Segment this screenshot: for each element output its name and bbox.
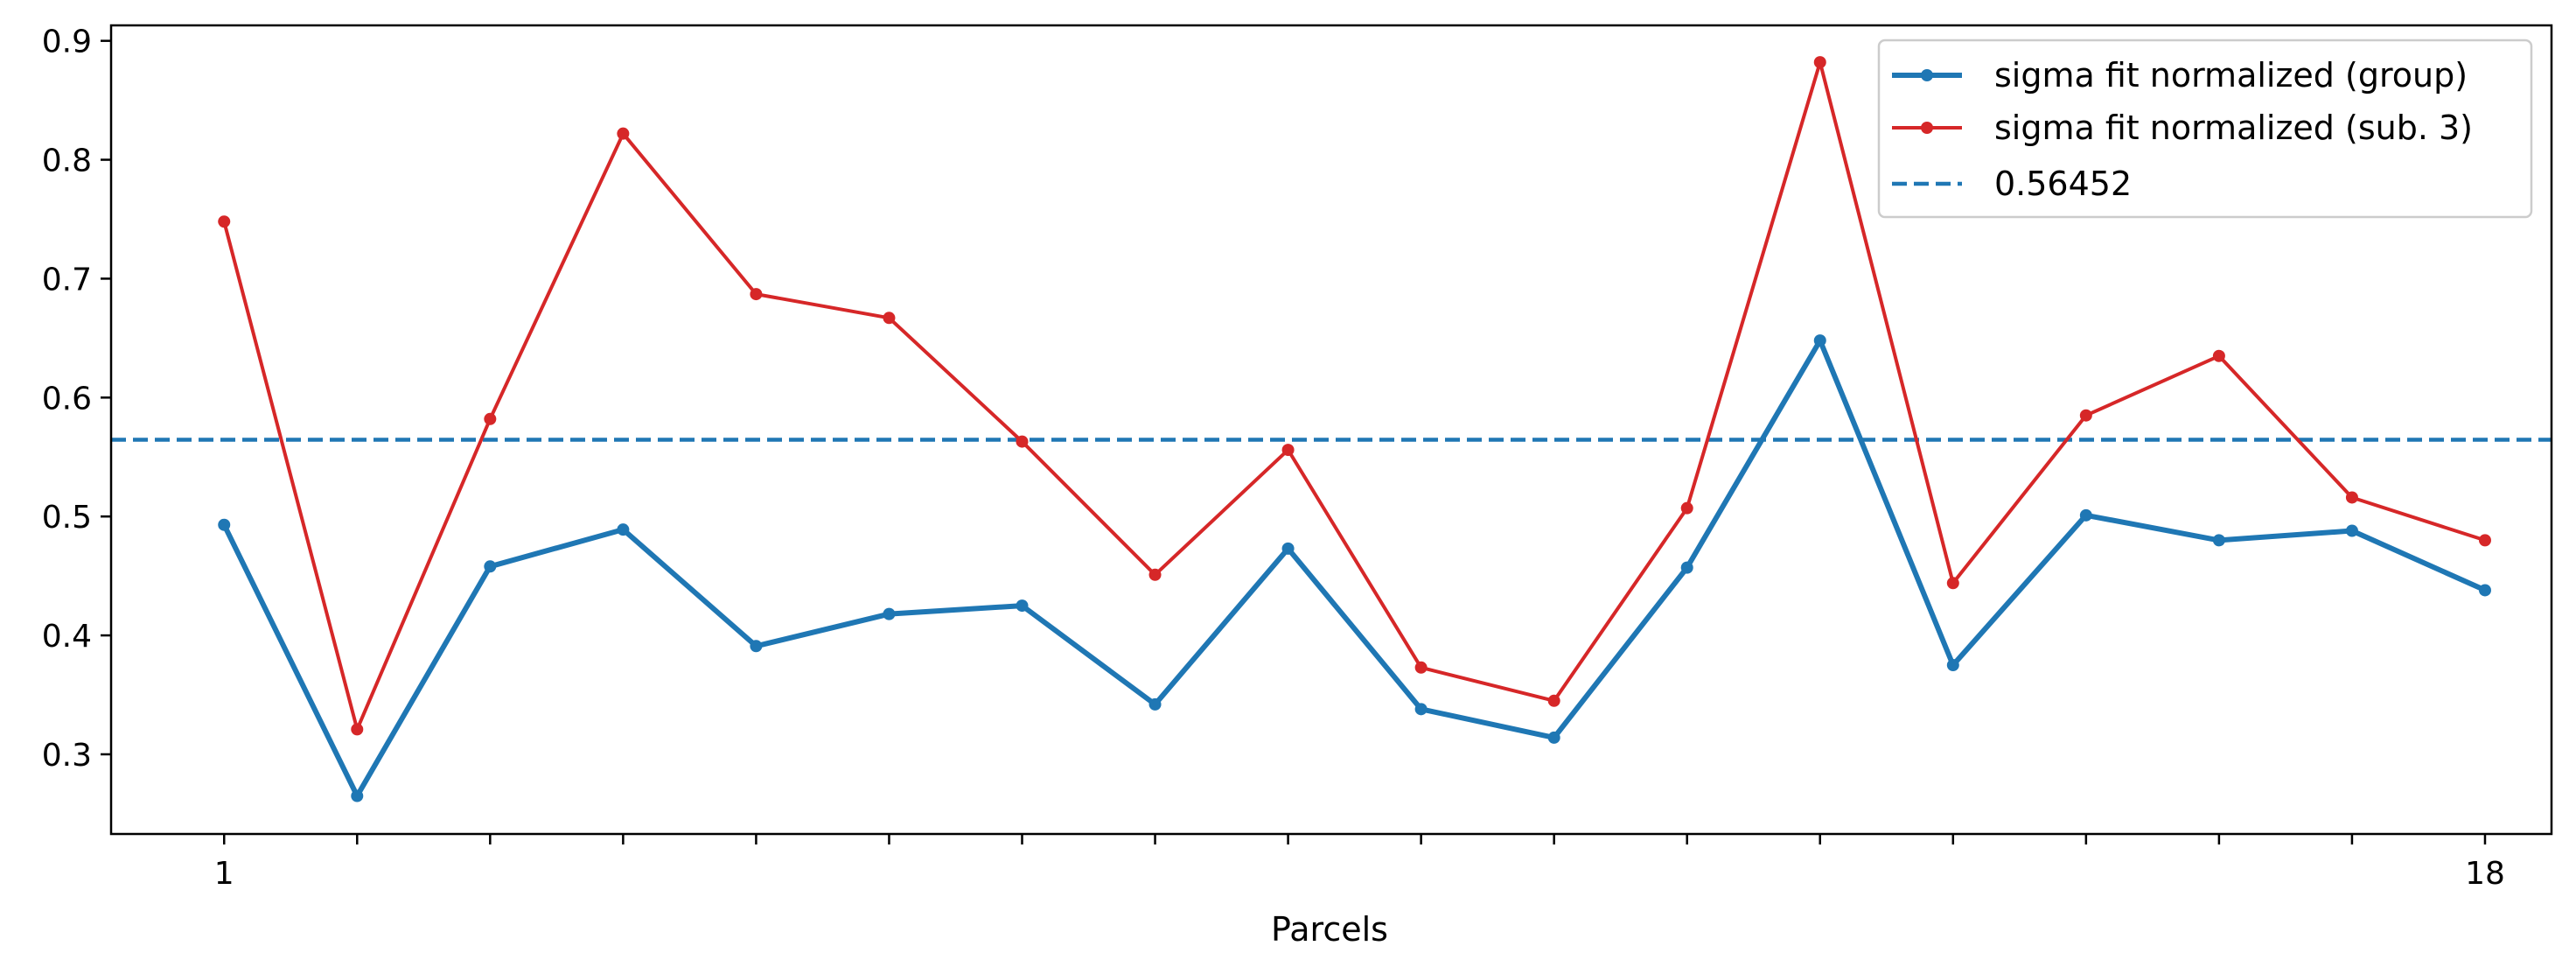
- y-tick-label: 0.7: [42, 262, 92, 298]
- series-1-point: [351, 789, 364, 802]
- series-2-point: [1148, 568, 1162, 581]
- series-1-point: [1680, 561, 1693, 574]
- series-1-point: [1813, 334, 1826, 347]
- series-2-point: [2478, 534, 2491, 547]
- series-2-point: [617, 127, 630, 140]
- x-axis: 1 18: [214, 834, 2505, 892]
- legend-marker: [1921, 122, 1933, 134]
- series-2-point: [2079, 409, 2092, 422]
- series-1-point: [1016, 599, 1029, 613]
- series-2-point: [883, 312, 896, 325]
- series-2-point: [218, 215, 231, 228]
- series-2-point: [1281, 444, 1295, 457]
- y-tick-label: 0.6: [42, 381, 92, 417]
- legend: sigma fit normalized (group) sigma fit no…: [1877, 39, 2533, 219]
- series-1-point: [484, 560, 497, 573]
- x-tick-label: 18: [2465, 856, 2505, 892]
- plot-area: [111, 56, 2552, 802]
- series-2-point: [1680, 501, 1693, 515]
- legend-box: [1877, 39, 2533, 219]
- legend-marker: [1921, 69, 1933, 81]
- series-2-point: [484, 412, 497, 425]
- x-axis-label: Parcels: [1271, 910, 1388, 949]
- series-2-point: [750, 288, 763, 301]
- series-1-point: [2345, 524, 2358, 537]
- series-line-1: [221, 338, 2487, 799]
- series-1-point: [883, 607, 896, 620]
- series-1-point: [750, 640, 763, 653]
- x-tick-label: 1: [214, 856, 234, 892]
- y-tick-label: 0.5: [42, 500, 92, 536]
- series-1-point: [1547, 731, 1560, 744]
- y-tick-label: 0.4: [42, 619, 92, 655]
- series-1-point: [1148, 697, 1162, 711]
- series-line-2: [222, 60, 2486, 732]
- series-1-point: [617, 523, 630, 536]
- y-tick-label: 0.8: [42, 144, 92, 179]
- y-tick-label: 0.9: [42, 25, 92, 60]
- series-2-point: [1547, 694, 1560, 707]
- series-1-point: [2478, 584, 2491, 597]
- series-2-point: [1016, 435, 1029, 448]
- plot-frame: [109, 24, 2553, 836]
- series-2-point: [2212, 349, 2225, 362]
- series-2-point: [351, 723, 364, 736]
- y-tick-label: 0.3: [42, 738, 92, 774]
- series-2-point: [1813, 56, 1826, 69]
- series-1-point: [2212, 534, 2225, 547]
- y-axis: 0.3 0.4 0.5 0.6 0.7 0.8 0.9: [42, 25, 111, 774]
- series-2-point: [2345, 491, 2358, 504]
- series-1-point: [218, 518, 231, 531]
- series-1-point: [1414, 703, 1428, 716]
- series-1-point: [1946, 659, 1959, 672]
- series-1-point: [1281, 542, 1295, 555]
- legend-label: 0.56452: [1994, 165, 2132, 203]
- legend-label: sigma fit normalized (group): [1994, 56, 2468, 95]
- series-2-point: [1946, 577, 1959, 590]
- series-1-point: [2079, 508, 2092, 522]
- series-2-point: [1414, 661, 1428, 674]
- legend-label: sigma fit normalized (sub. 3): [1994, 109, 2473, 147]
